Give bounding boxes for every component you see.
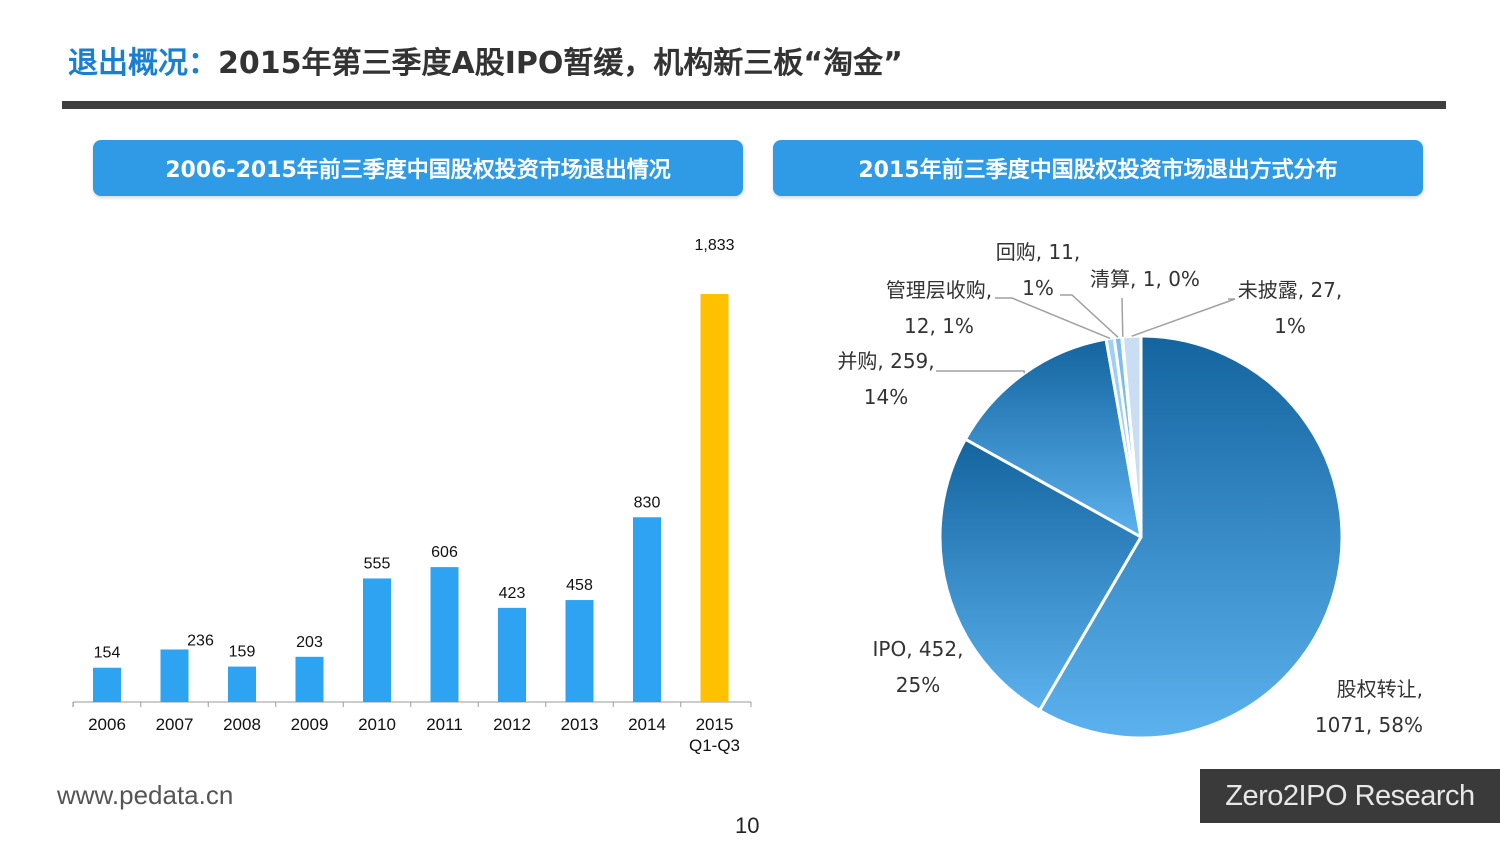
bar-chart-header: 2006-2015年前三季度中国股权投资市场退出情况 [93, 140, 743, 196]
brand-logo: Zero2IPO Research [1200, 769, 1500, 823]
footer-url[interactable]: www.pedata.cn [57, 780, 234, 810]
pie-label-2: 14% [864, 385, 908, 409]
bar-category-label-0: 2006 [88, 715, 126, 734]
bar-value-label-3: 203 [296, 634, 323, 651]
bar-value-label-2: 159 [229, 644, 256, 661]
title-divider [62, 101, 1446, 109]
pie-slice-6 [1120, 334, 1143, 539]
pie-chart-header: 2015年前三季度中国股权投资市场退出方式分布 [773, 140, 1423, 196]
pie-label-4: 回购, 11, [996, 240, 1081, 264]
bar-value-label-5: 606 [431, 544, 458, 561]
pie-leader-line-2 [936, 370, 1026, 374]
pie-label-2: 并购, 259, [837, 349, 934, 373]
bar-5 [430, 567, 459, 702]
pie-leader-line-6 [1131, 298, 1236, 337]
pie-leader-line-4 [1060, 294, 1119, 338]
pie-leader-line-3 [995, 297, 1111, 340]
bar-value-label-9: 1,833 [694, 237, 734, 254]
pie-label-0: 1071, 58% [1315, 713, 1423, 737]
pie-leader-line-5 [1121, 297, 1124, 337]
pie-label-1: IPO, 452, [873, 637, 964, 661]
bar-8 [633, 517, 661, 702]
bar-category-label-8: 2014 [628, 715, 666, 734]
pie-label-4: 1% [1022, 276, 1054, 300]
pie-label-0: 股权转让, [1337, 677, 1423, 701]
bar-category-label-9: Q1-Q3 [689, 736, 740, 755]
bar-category-label-9: 2015 [696, 715, 734, 734]
bar-value-label-0: 154 [94, 645, 121, 662]
bar-value-label-6: 423 [499, 585, 526, 602]
page-title: 退出概况：2015年第三季度A股IPO暂缓，机构新三板“淘金” [68, 38, 903, 82]
pie-slice-1 [938, 437, 1143, 712]
pie-label-5: 清算, 1, 0% [1090, 267, 1200, 291]
bar-6 [498, 607, 526, 702]
bar-value-label-7: 458 [566, 577, 593, 594]
page-title-accent: 退出概况： [68, 46, 218, 81]
bar-0 [93, 667, 121, 702]
bar-category-label-3: 2009 [291, 715, 329, 734]
page-number: 10 [735, 813, 760, 838]
bar-value-label-8: 830 [634, 494, 661, 511]
bar-category-label-1: 2007 [156, 715, 194, 734]
bar-3 [295, 656, 324, 702]
bar-category-label-6: 2012 [493, 715, 531, 734]
bar-4 [363, 578, 391, 702]
bar-1 [160, 649, 189, 702]
pie-label-3: 12, 1% [904, 314, 974, 338]
pie-slice-0 [1037, 334, 1344, 740]
bar-category-label-4: 2010 [358, 715, 396, 734]
pie-label-6: 未披露, 27, [1238, 278, 1343, 302]
bar-value-label-4: 555 [364, 555, 391, 572]
bar-category-label-7: 2013 [561, 715, 599, 734]
page-title-rest: 2015年第三季度A股IPO暂缓，机构新三板“淘金” [218, 46, 903, 81]
bar-value-label-1: 236 [187, 632, 214, 649]
bar-category-label-5: 2011 [426, 715, 463, 734]
pie-label-3: 管理层收购, [886, 278, 992, 302]
bar-category-label-2: 2008 [223, 715, 261, 734]
bar-7 [565, 600, 594, 702]
pie-label-6: 1% [1274, 314, 1306, 338]
pie-label-1: 25% [896, 673, 940, 697]
bar-9 [700, 294, 729, 702]
bar-2 [228, 666, 256, 702]
